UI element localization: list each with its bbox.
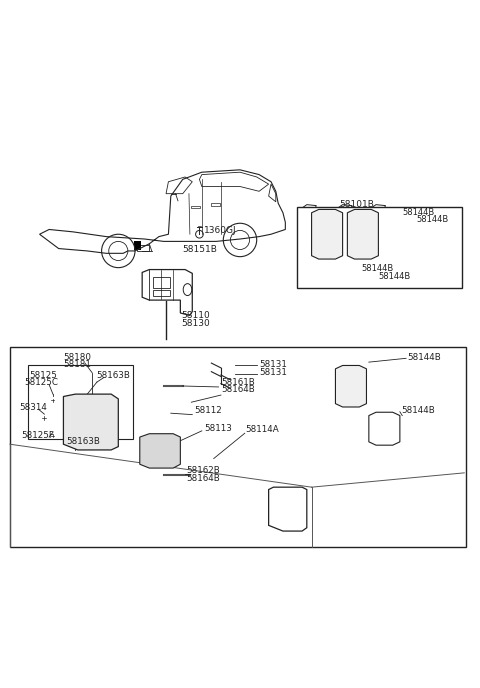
Text: 58144B: 58144B: [417, 215, 449, 224]
Text: 58125C: 58125C: [24, 378, 58, 387]
Text: 58110: 58110: [182, 311, 211, 320]
Text: 58125: 58125: [29, 371, 57, 380]
Text: 58163B: 58163B: [66, 438, 100, 447]
Circle shape: [161, 383, 167, 389]
Text: 58130: 58130: [182, 319, 211, 328]
Text: 58125F: 58125F: [22, 431, 54, 440]
Bar: [78, 433, 101, 442]
Text: 58144B: 58144B: [362, 264, 394, 273]
Polygon shape: [336, 365, 366, 407]
Text: 58151B: 58151B: [183, 246, 217, 255]
Polygon shape: [140, 433, 180, 468]
Text: 58161B: 58161B: [221, 378, 255, 387]
Text: 58144B: 58144B: [378, 272, 411, 281]
Text: 58180: 58180: [63, 353, 91, 362]
Text: 58181: 58181: [63, 360, 91, 369]
Text: 58144B: 58144B: [407, 353, 441, 362]
Text: 58114A: 58114A: [245, 425, 278, 434]
Text: 58162B: 58162B: [187, 466, 220, 475]
Text: 58314: 58314: [20, 403, 48, 412]
Text: 58164B: 58164B: [187, 474, 220, 483]
Bar: [192, 206, 200, 208]
Bar: [10, 347, 466, 547]
Polygon shape: [348, 209, 378, 259]
Bar: [78, 401, 101, 414]
Bar: [297, 206, 462, 288]
Bar: [211, 203, 220, 206]
Text: 58101B: 58101B: [339, 200, 374, 208]
Text: 58164B: 58164B: [221, 385, 255, 394]
Circle shape: [187, 473, 193, 478]
Text: 58112: 58112: [195, 407, 222, 416]
Bar: [137, 245, 149, 251]
Text: 58144B: 58144B: [401, 407, 435, 416]
Text: 58163B: 58163B: [96, 371, 130, 380]
Bar: [153, 290, 170, 297]
Bar: [153, 277, 170, 288]
Bar: [134, 241, 141, 250]
Text: 58131: 58131: [259, 368, 287, 377]
Polygon shape: [63, 394, 118, 450]
Text: 58131: 58131: [259, 360, 287, 369]
Polygon shape: [312, 209, 343, 259]
Text: 58144B: 58144B: [402, 208, 434, 217]
Text: 1360GJ: 1360GJ: [204, 226, 237, 235]
Bar: [28, 365, 132, 440]
Ellipse shape: [146, 436, 174, 466]
Text: 58113: 58113: [204, 424, 232, 433]
